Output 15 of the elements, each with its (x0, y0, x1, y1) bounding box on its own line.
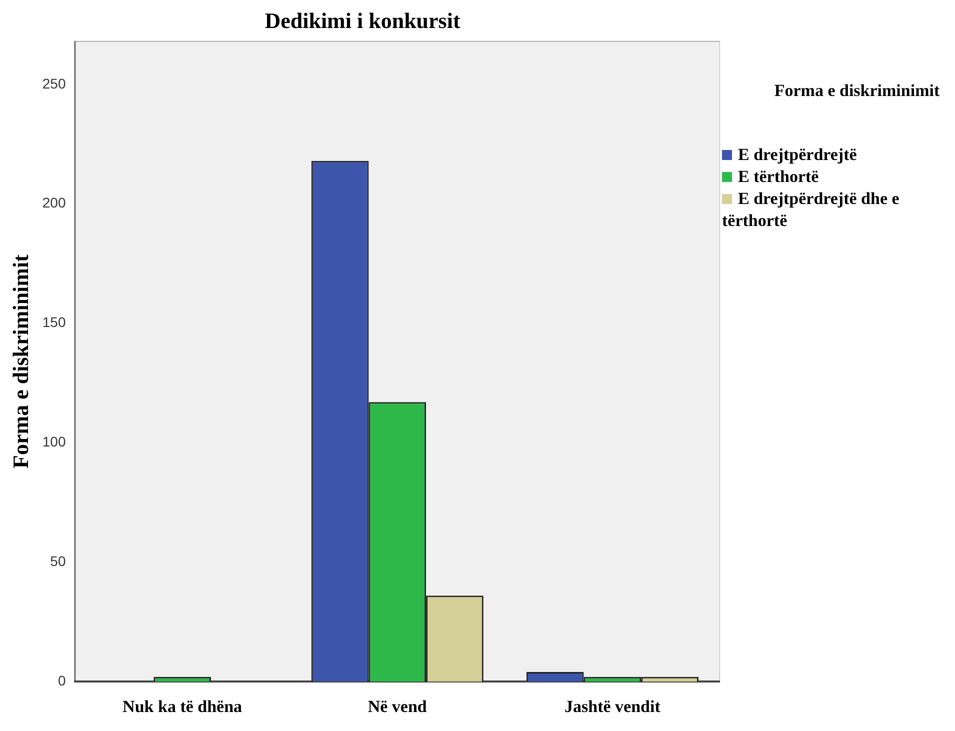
x-tick-label: Jashtë vendit (564, 697, 661, 716)
chart-title: Dedikimi i konkursit (264, 8, 461, 33)
x-tick-label: Nuk ka të dhëna (122, 697, 243, 716)
legend-label: E tërthortë (737, 166, 820, 188)
y-tick-label: 150 (42, 314, 66, 330)
x-tick-label: Në vend (368, 697, 428, 716)
y-tick-label: 100 (42, 434, 66, 450)
y-tick-label: 250 (42, 75, 66, 92)
y-tick-label: 200 (42, 194, 66, 211)
legend-label: E drejtpërdrejtë (737, 144, 858, 166)
legend-title: Forma e diskriminimit (773, 80, 941, 102)
y-tick-label: 0 (58, 672, 66, 688)
legend-label: E drejtpërdrejtë dhe e tërthortë (722, 188, 900, 232)
y-tick-label: 50 (50, 553, 66, 570)
y-axis-title: Forma e diskriminimit (8, 254, 33, 468)
